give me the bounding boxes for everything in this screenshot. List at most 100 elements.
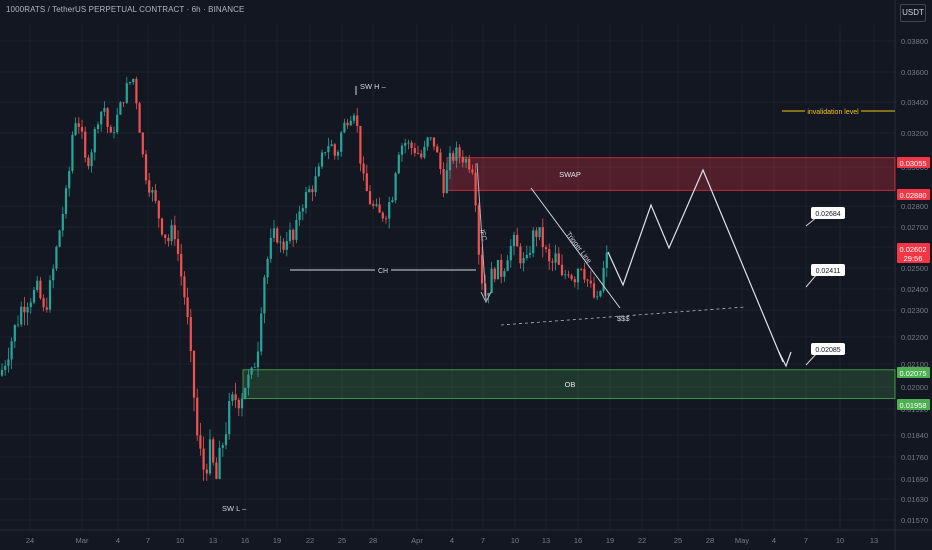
candle-body: [205, 469, 208, 474]
candle-body: [461, 156, 464, 163]
candle-body: [586, 279, 589, 281]
candle-body: [13, 325, 16, 342]
candle-body: [288, 229, 292, 242]
x-tick-label: 7: [481, 536, 485, 545]
candle-body: [445, 170, 448, 194]
candle-body: [157, 200, 160, 219]
candle-body: [333, 144, 336, 156]
y-tick-label: 0.02400: [901, 285, 928, 294]
candle-body: [493, 268, 496, 280]
candle-body: [432, 137, 436, 147]
price-label: 0.03055: [899, 159, 926, 168]
candle-body: [317, 166, 320, 177]
candle-body: [397, 154, 400, 174]
candle-body: [436, 146, 439, 153]
candle-body: [564, 274, 567, 276]
candle-body: [506, 260, 509, 271]
candle-body: [567, 274, 570, 276]
y-tick-label: 0.03600: [901, 68, 928, 77]
candle-body: [589, 280, 592, 284]
candle-body: [61, 213, 64, 231]
currency-button[interactable]: USDT: [900, 4, 926, 22]
candle-body: [423, 146, 426, 158]
candle-body: [135, 78, 138, 104]
candle-body: [602, 267, 605, 292]
candle-body: [32, 289, 36, 303]
candle-body: [266, 258, 269, 278]
projection-path: [607, 168, 784, 363]
x-tick-label: Mar: [76, 536, 89, 545]
price-label-bg: [897, 243, 930, 263]
target-pointer: [805, 273, 818, 288]
swh-label: SW H –: [360, 82, 387, 91]
price-label: 0.01958: [899, 401, 926, 410]
y-tick-label: 0.02700: [901, 223, 928, 232]
candle-body: [343, 122, 346, 133]
x-tick-label: 22: [638, 536, 646, 545]
candle-body: [464, 158, 468, 163]
liquidity-line: [500, 306, 746, 326]
chart-header: 1000RATS / TetherUS PERPETUAL CONTRACT ·…: [6, 5, 244, 14]
y-tick-label: 0.03800: [901, 37, 928, 46]
candle-body: [468, 158, 471, 170]
candle-body: [503, 270, 506, 277]
candle-body: [218, 447, 221, 479]
y-tick-label: 0.02800: [901, 202, 928, 211]
candle-body: [448, 153, 452, 171]
trigger-line: [530, 187, 621, 309]
candle-body: [522, 258, 525, 264]
candle-body: [276, 228, 279, 243]
candle-body: [384, 218, 388, 220]
y-tick-label: 0.02000: [901, 383, 928, 392]
candle-body: [410, 142, 413, 149]
candle-body: [148, 180, 151, 193]
candle-body: [138, 103, 141, 133]
candle-body: [132, 78, 135, 83]
x-tick-label: 22: [306, 536, 314, 545]
candle-body: [375, 204, 378, 206]
candle-body: [151, 190, 154, 193]
candle-body: [173, 225, 176, 240]
candle-body: [202, 448, 205, 470]
x-tick-label: 7: [146, 536, 150, 545]
candle-body: [71, 134, 74, 171]
candle-body: [125, 83, 128, 103]
candle-body: [474, 172, 477, 206]
candle-body: [560, 264, 564, 276]
candle-body: [144, 154, 148, 181]
candle-body: [557, 253, 560, 265]
ifc-label: IFC: [478, 229, 487, 241]
candle-body: [368, 191, 372, 205]
candle-body: [269, 237, 272, 259]
candle-body: [519, 246, 522, 264]
x-tick-label: May: [735, 536, 749, 545]
x-tick-label: 25: [674, 536, 682, 545]
candle-body: [538, 227, 541, 238]
candle-body: [237, 400, 240, 409]
candle-body: [0, 369, 4, 376]
candle-body: [304, 191, 308, 209]
ob-zone-label: OB: [565, 380, 576, 389]
candle-body: [228, 401, 231, 435]
price-label: 0.02075: [899, 369, 926, 378]
candle-body: [234, 394, 237, 401]
candle-body: [324, 152, 327, 154]
x-tick-label: 19: [606, 536, 614, 545]
candle-body: [167, 237, 170, 242]
price-label: 0.02880: [899, 191, 926, 200]
candle-body: [263, 277, 266, 314]
candle-body: [74, 123, 77, 135]
candle-body: [26, 307, 29, 313]
y-tick-label: 0.01690: [901, 475, 928, 484]
candle-body: [544, 247, 548, 250]
candle-body: [528, 253, 532, 255]
candle-body: [52, 268, 55, 281]
candle-body: [308, 189, 311, 192]
candle-body: [80, 126, 84, 132]
candle-body: [416, 153, 420, 154]
candle-body: [279, 241, 282, 243]
candle-body: [55, 246, 58, 269]
price-label-timer: 29:56: [904, 254, 923, 263]
